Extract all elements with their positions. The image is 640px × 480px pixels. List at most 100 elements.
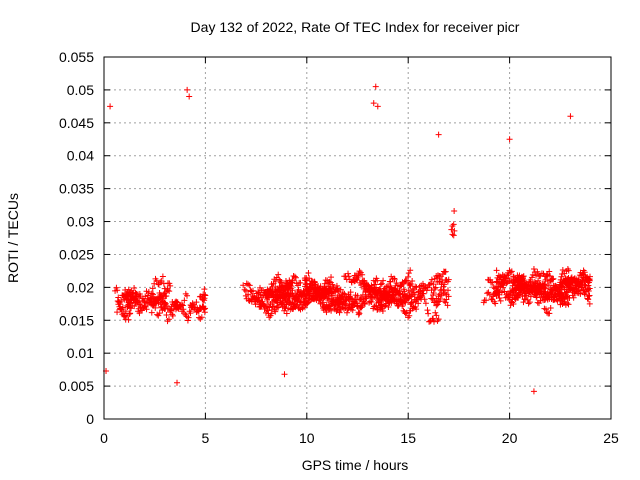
data-point bbox=[430, 281, 437, 288]
data-point bbox=[124, 302, 131, 309]
data-point bbox=[321, 284, 328, 291]
data-point bbox=[285, 291, 292, 298]
x-tick-label: 5 bbox=[202, 430, 210, 446]
data-point bbox=[413, 306, 420, 313]
data-point bbox=[280, 294, 287, 301]
data-point bbox=[491, 291, 498, 298]
data-point bbox=[107, 103, 114, 110]
data-point bbox=[428, 295, 435, 302]
data-point bbox=[291, 273, 298, 280]
data-point bbox=[193, 299, 200, 306]
data-point bbox=[345, 270, 352, 277]
data-point bbox=[245, 281, 252, 288]
data-point bbox=[328, 288, 335, 295]
data-point bbox=[372, 83, 379, 90]
data-point bbox=[185, 314, 192, 321]
data-point bbox=[434, 272, 441, 279]
data-point bbox=[164, 285, 171, 292]
data-point bbox=[254, 294, 261, 301]
data-point bbox=[302, 295, 309, 302]
data-point bbox=[304, 300, 311, 307]
data-point bbox=[542, 283, 549, 290]
y-tick-label: 0.01 bbox=[67, 345, 94, 361]
y-axis-label: ROTI / TECUs bbox=[5, 193, 21, 283]
data-point bbox=[361, 301, 368, 308]
data-point bbox=[361, 284, 368, 291]
data-point bbox=[420, 290, 427, 297]
data-point bbox=[375, 298, 382, 305]
data-point bbox=[585, 277, 592, 284]
data-point bbox=[122, 294, 129, 300]
data-point bbox=[529, 271, 536, 278]
data-point bbox=[273, 293, 280, 300]
data-point bbox=[297, 279, 304, 286]
data-point bbox=[345, 273, 352, 280]
data-point bbox=[586, 276, 593, 283]
data-point bbox=[286, 299, 293, 306]
data-point bbox=[523, 292, 530, 299]
data-point bbox=[585, 288, 592, 295]
data-point bbox=[270, 303, 277, 310]
data-points-layer bbox=[103, 83, 593, 395]
data-point bbox=[541, 288, 548, 295]
data-point bbox=[354, 292, 361, 299]
data-point bbox=[272, 308, 279, 315]
data-point bbox=[167, 309, 174, 316]
data-point bbox=[330, 302, 337, 309]
x-tick-label: 20 bbox=[502, 430, 518, 446]
data-point bbox=[405, 273, 412, 280]
data-point bbox=[150, 291, 157, 298]
data-point bbox=[550, 275, 557, 282]
data-point bbox=[409, 277, 416, 284]
data-point bbox=[347, 289, 354, 296]
data-point bbox=[445, 293, 452, 300]
data-point bbox=[533, 294, 540, 301]
data-point bbox=[565, 301, 572, 308]
data-point bbox=[249, 292, 256, 299]
data-point bbox=[378, 280, 385, 287]
data-point bbox=[441, 298, 448, 305]
data-point bbox=[385, 283, 392, 290]
data-point bbox=[576, 272, 583, 279]
data-point bbox=[510, 279, 517, 286]
data-point bbox=[407, 267, 414, 274]
data-point bbox=[144, 295, 151, 302]
data-point bbox=[564, 294, 571, 301]
data-point bbox=[501, 279, 508, 286]
data-point bbox=[241, 286, 248, 293]
data-point bbox=[507, 269, 514, 276]
data-point bbox=[426, 281, 433, 288]
data-point bbox=[565, 267, 572, 274]
data-point bbox=[406, 281, 413, 288]
data-point bbox=[581, 269, 588, 276]
data-point bbox=[506, 289, 513, 296]
y-tick-label: 0.005 bbox=[59, 378, 94, 394]
data-point bbox=[525, 300, 532, 307]
data-point bbox=[496, 288, 503, 295]
data-point bbox=[501, 288, 508, 295]
data-point bbox=[431, 318, 438, 325]
data-point bbox=[444, 287, 451, 294]
data-point bbox=[510, 301, 517, 308]
data-point bbox=[430, 290, 437, 297]
data-point bbox=[402, 297, 409, 304]
data-point bbox=[137, 304, 144, 311]
data-point bbox=[186, 93, 193, 100]
data-point bbox=[357, 296, 364, 303]
data-point bbox=[548, 287, 555, 294]
chart-title: Day 132 of 2022, Rate Of TEC Index for r… bbox=[191, 19, 520, 35]
data-point bbox=[403, 309, 410, 316]
data-point bbox=[246, 282, 253, 289]
data-point bbox=[581, 291, 588, 298]
data-point bbox=[427, 280, 434, 287]
data-point bbox=[189, 300, 196, 307]
data-point bbox=[349, 307, 356, 314]
data-point bbox=[264, 307, 271, 314]
data-point bbox=[489, 279, 496, 286]
data-point bbox=[508, 268, 515, 275]
data-point bbox=[425, 310, 432, 317]
data-point bbox=[529, 287, 536, 294]
data-point bbox=[370, 100, 377, 107]
data-point bbox=[497, 283, 504, 290]
data-point bbox=[245, 291, 252, 298]
